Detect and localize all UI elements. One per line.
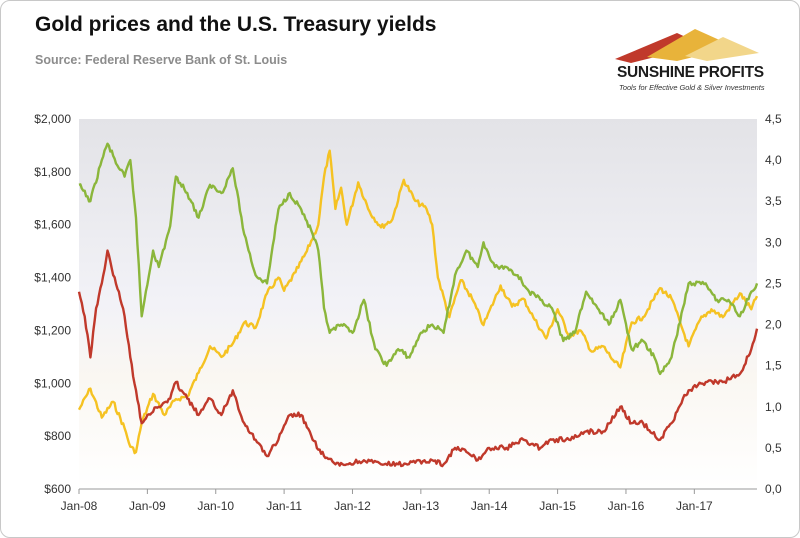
y-right-tick-label: 0,0 [765,482,782,496]
x-tick-label: Jan-13 [402,499,439,513]
x-tick-label: Jan-15 [539,499,576,513]
y-right-tick-label: 1,0 [765,400,782,414]
y-left-tick-label: $600 [44,482,71,496]
y-left-tick-label: $2,000 [34,112,71,126]
x-tick-label: Jan-14 [471,499,508,513]
y-left-tick-label: $1,000 [34,376,71,390]
y-left-tick-label: $1,600 [34,218,71,232]
y-right-tick-label: 2,0 [765,318,782,332]
y-right-tick-label: 3,5 [765,194,782,208]
chart-source: Source: Federal Reserve Bank of St. Loui… [35,53,288,67]
logo-name: SUNSHINE PROFITS [617,64,764,81]
y-right-tick-label: 4,0 [765,153,782,167]
x-tick-label: Jan-12 [334,499,371,513]
gold-price-line [77,149,759,455]
yield-line-green [78,142,759,376]
logo-tagline: Tools for Effective Gold & Silver Invest… [619,83,765,92]
y-right-tick-label: 3,0 [765,235,782,249]
y-left-tick-label: $1,400 [34,271,71,285]
y-left-tick-label: $1,200 [34,323,71,337]
x-tick-label: Jan-16 [608,499,645,513]
x-tick-label: Jan-09 [129,499,166,513]
y-right-tick-label: 0,5 [765,441,782,455]
x-tick-label: Jan-11 [266,499,302,513]
x-tick-label: Jan-10 [197,499,234,513]
yield-line-red [77,249,759,468]
y-right-tick-label: 1,5 [765,359,782,373]
y-right-tick-label: 4,5 [765,112,782,126]
chart-title: Gold prices and the U.S. Treasury yields [35,13,437,36]
sunshine-profits-logo-icon [615,29,759,63]
y-left-tick-label: $1,800 [34,165,71,179]
y-left-tick-label: $800 [44,429,71,443]
x-tick-label: Jan-08 [61,499,98,513]
y-right-tick-label: 2,5 [765,276,782,290]
x-tick-label: Jan-17 [676,499,713,513]
